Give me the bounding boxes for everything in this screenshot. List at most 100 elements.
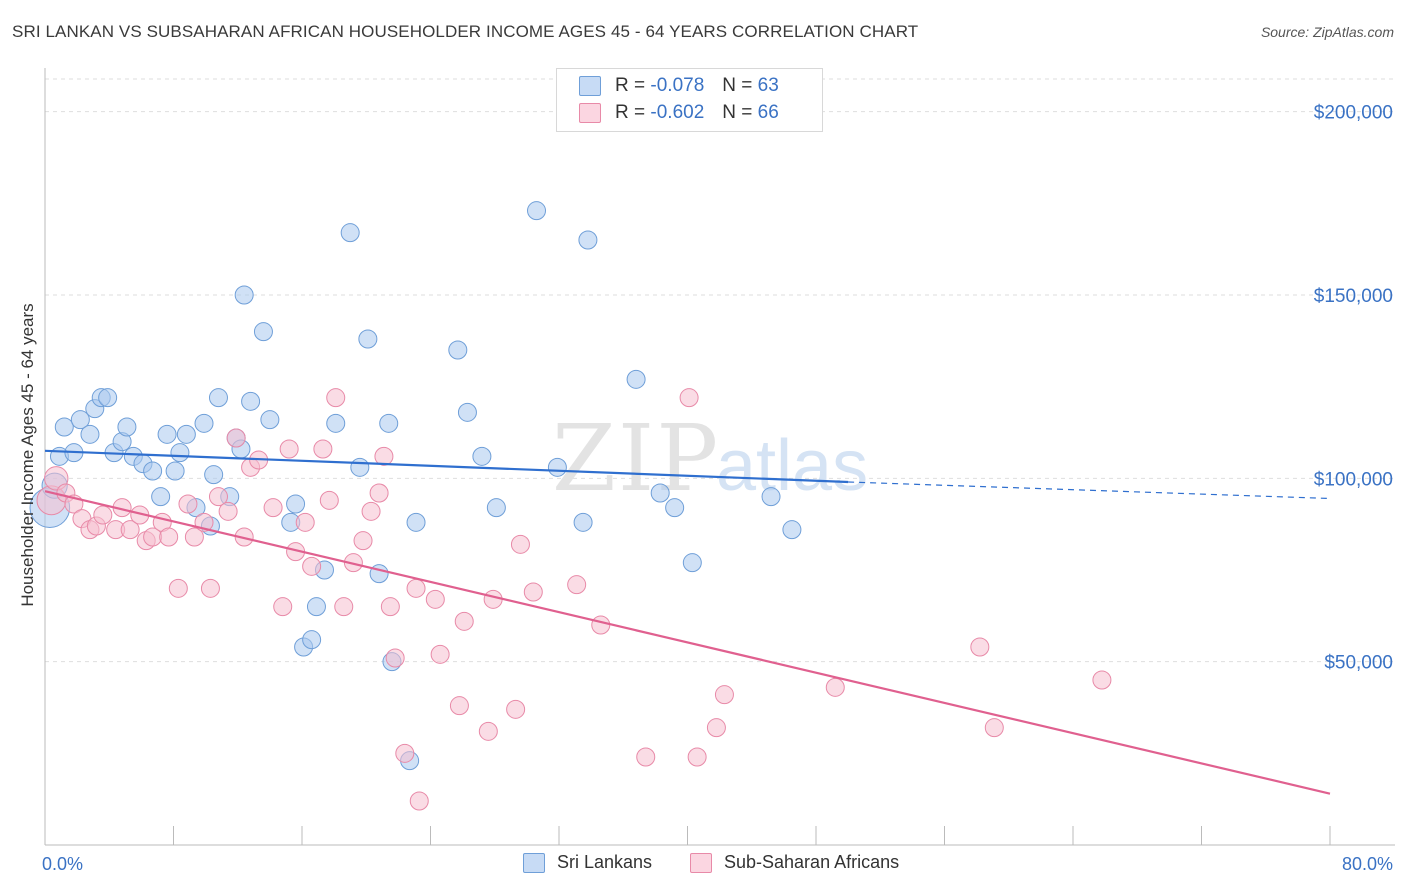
data-point	[761, 487, 781, 507]
data-point	[313, 439, 333, 459]
data-point	[650, 483, 670, 503]
data-point	[54, 417, 74, 437]
data-point	[510, 534, 530, 554]
data-point	[306, 597, 326, 617]
data-point	[395, 743, 415, 763]
legend-r-label: R =	[615, 75, 646, 96]
data-point	[200, 578, 220, 598]
data-point	[208, 487, 228, 507]
data-point	[302, 556, 322, 576]
source-label: Source: ZipAtlas.com	[1260, 24, 1394, 40]
legend-r-label: R =	[615, 102, 646, 123]
data-point	[286, 494, 306, 514]
legend-swatch-pink	[690, 852, 712, 873]
data-point	[449, 696, 469, 716]
data-point	[184, 527, 204, 547]
data-point	[825, 677, 845, 697]
data-point	[457, 402, 477, 422]
data-point	[448, 340, 468, 360]
data-point	[379, 413, 399, 433]
data-point	[567, 575, 587, 595]
data-point	[340, 223, 360, 243]
data-point	[157, 424, 177, 444]
data-point	[319, 490, 339, 510]
data-point	[350, 457, 370, 477]
data-point	[472, 446, 492, 466]
data-point	[159, 527, 179, 547]
data-point	[170, 443, 190, 463]
legend-item-sub-saharan[interactable]: Sub-Saharan Africans	[690, 852, 899, 873]
data-point	[523, 582, 543, 602]
data-point	[279, 439, 299, 459]
trend-line-sub-saharan	[44, 490, 1331, 795]
watermark-atlas: atlas	[716, 426, 868, 506]
y-axis-label: Householder Income Ages 45 - 64 years	[18, 303, 37, 606]
data-point	[93, 505, 113, 525]
data-point	[218, 501, 238, 521]
legend-label-sri-lankans: Sri Lankans	[557, 852, 653, 872]
data-point	[353, 531, 373, 551]
legend-n-value: 66	[757, 102, 779, 123]
data-point	[706, 718, 726, 738]
data-point	[665, 498, 685, 518]
data-point	[208, 388, 228, 408]
legend-label-sub-saharan: Sub-Saharan Africans	[724, 852, 900, 872]
data-point	[970, 637, 990, 657]
tick-labels: $50,000 $100,000 $150,000 $200,000 0.0% 80.0%	[42, 103, 1393, 874]
correlation-legend: R = -0.078 N = 63 R = -0.602 N = 66	[556, 68, 823, 132]
data-point	[176, 424, 196, 444]
data-point	[295, 512, 315, 532]
data-point	[578, 230, 598, 250]
data-point	[478, 721, 498, 741]
data-point	[626, 369, 646, 389]
trend-lines	[44, 449, 1331, 795]
data-point	[636, 747, 656, 767]
data-point	[358, 329, 378, 349]
data-point	[194, 413, 214, 433]
trend-line-sri-lankans	[44, 449, 849, 484]
data-point	[506, 699, 526, 719]
data-point	[591, 615, 611, 635]
legend-r-value: -0.602	[650, 102, 705, 123]
trend-line-sri-lankans-extension	[848, 481, 1331, 500]
data-point	[682, 553, 702, 573]
legend-n-value: 63	[757, 75, 779, 96]
watermark: ZIP atlas	[552, 405, 868, 512]
series-legend: Sri Lankans Sub-Saharan Africans	[0, 852, 1406, 878]
data-point	[1092, 670, 1112, 690]
x-tick-label: 0.0%	[42, 854, 83, 874]
data-point	[374, 446, 394, 466]
legend-item-sri-lankans[interactable]: Sri Lankans	[523, 852, 652, 873]
data-point	[168, 578, 188, 598]
data-point	[454, 611, 474, 631]
data-point	[273, 597, 293, 617]
data-point	[70, 410, 90, 430]
data-point	[527, 201, 547, 221]
y-tick-label: $100,000	[1314, 469, 1393, 490]
data-point	[143, 461, 163, 481]
legend-row-sri-lankans: R = -0.078 N = 63	[579, 73, 779, 99]
data-point	[326, 388, 346, 408]
legend-row-sub-saharan: R = -0.602 N = 66	[579, 100, 779, 126]
data-point	[425, 589, 445, 609]
data-point	[409, 791, 429, 811]
y-tick-label: $150,000	[1314, 286, 1393, 307]
legend-n-label: N =	[722, 102, 753, 123]
y-tick-label: $50,000	[1324, 653, 1393, 674]
data-point	[326, 413, 346, 433]
data-point	[385, 648, 405, 668]
data-point	[117, 417, 137, 437]
data-point	[547, 457, 567, 477]
legend-swatch-pink	[579, 103, 601, 123]
data-point	[406, 512, 426, 532]
data-point	[302, 630, 322, 650]
data-point	[151, 487, 171, 507]
data-point	[984, 718, 1004, 738]
legend-swatch-blue	[523, 852, 545, 873]
legend-n-label: N =	[722, 75, 753, 96]
series-sub-saharan-africans	[36, 388, 1112, 811]
data-point	[361, 501, 381, 521]
data-point	[98, 388, 118, 408]
watermark-zip: ZIP	[552, 405, 720, 512]
